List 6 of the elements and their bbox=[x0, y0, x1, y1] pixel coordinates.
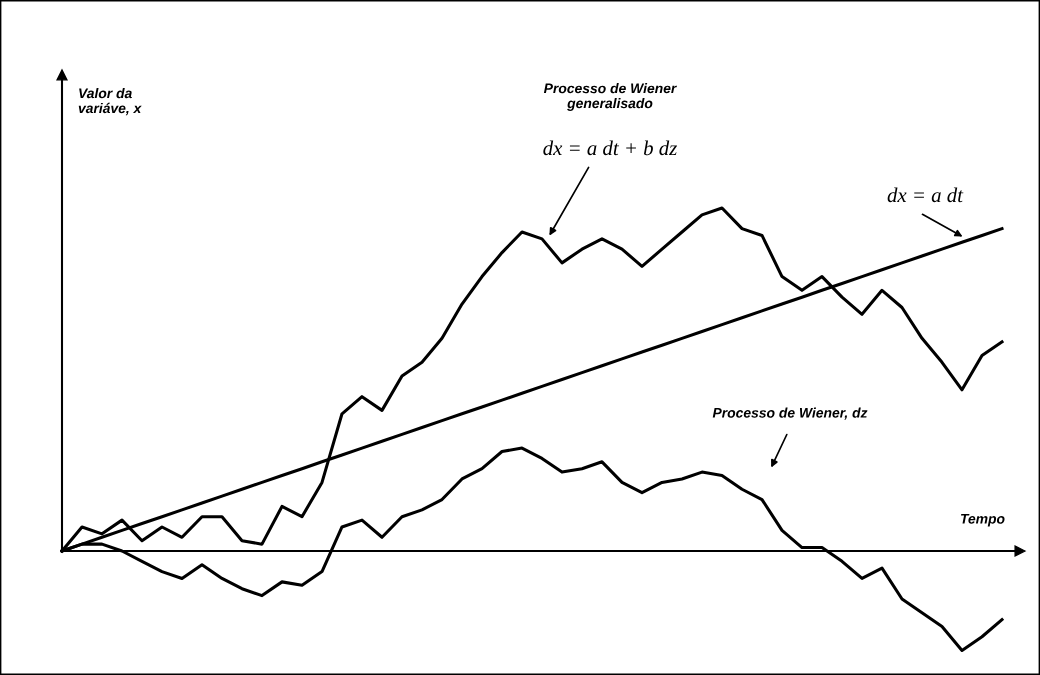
annotation: Processo de Wiener, dz bbox=[712, 407, 868, 420]
text: Processo de Wiener generalisado bbox=[543, 83, 677, 111]
x-axis-title: Tempo bbox=[960, 514, 1005, 527]
text: Valor da variáve, x bbox=[78, 88, 142, 116]
text: dx = a dt + b dz bbox=[543, 140, 678, 156]
text: dx = a dt bbox=[887, 187, 964, 203]
